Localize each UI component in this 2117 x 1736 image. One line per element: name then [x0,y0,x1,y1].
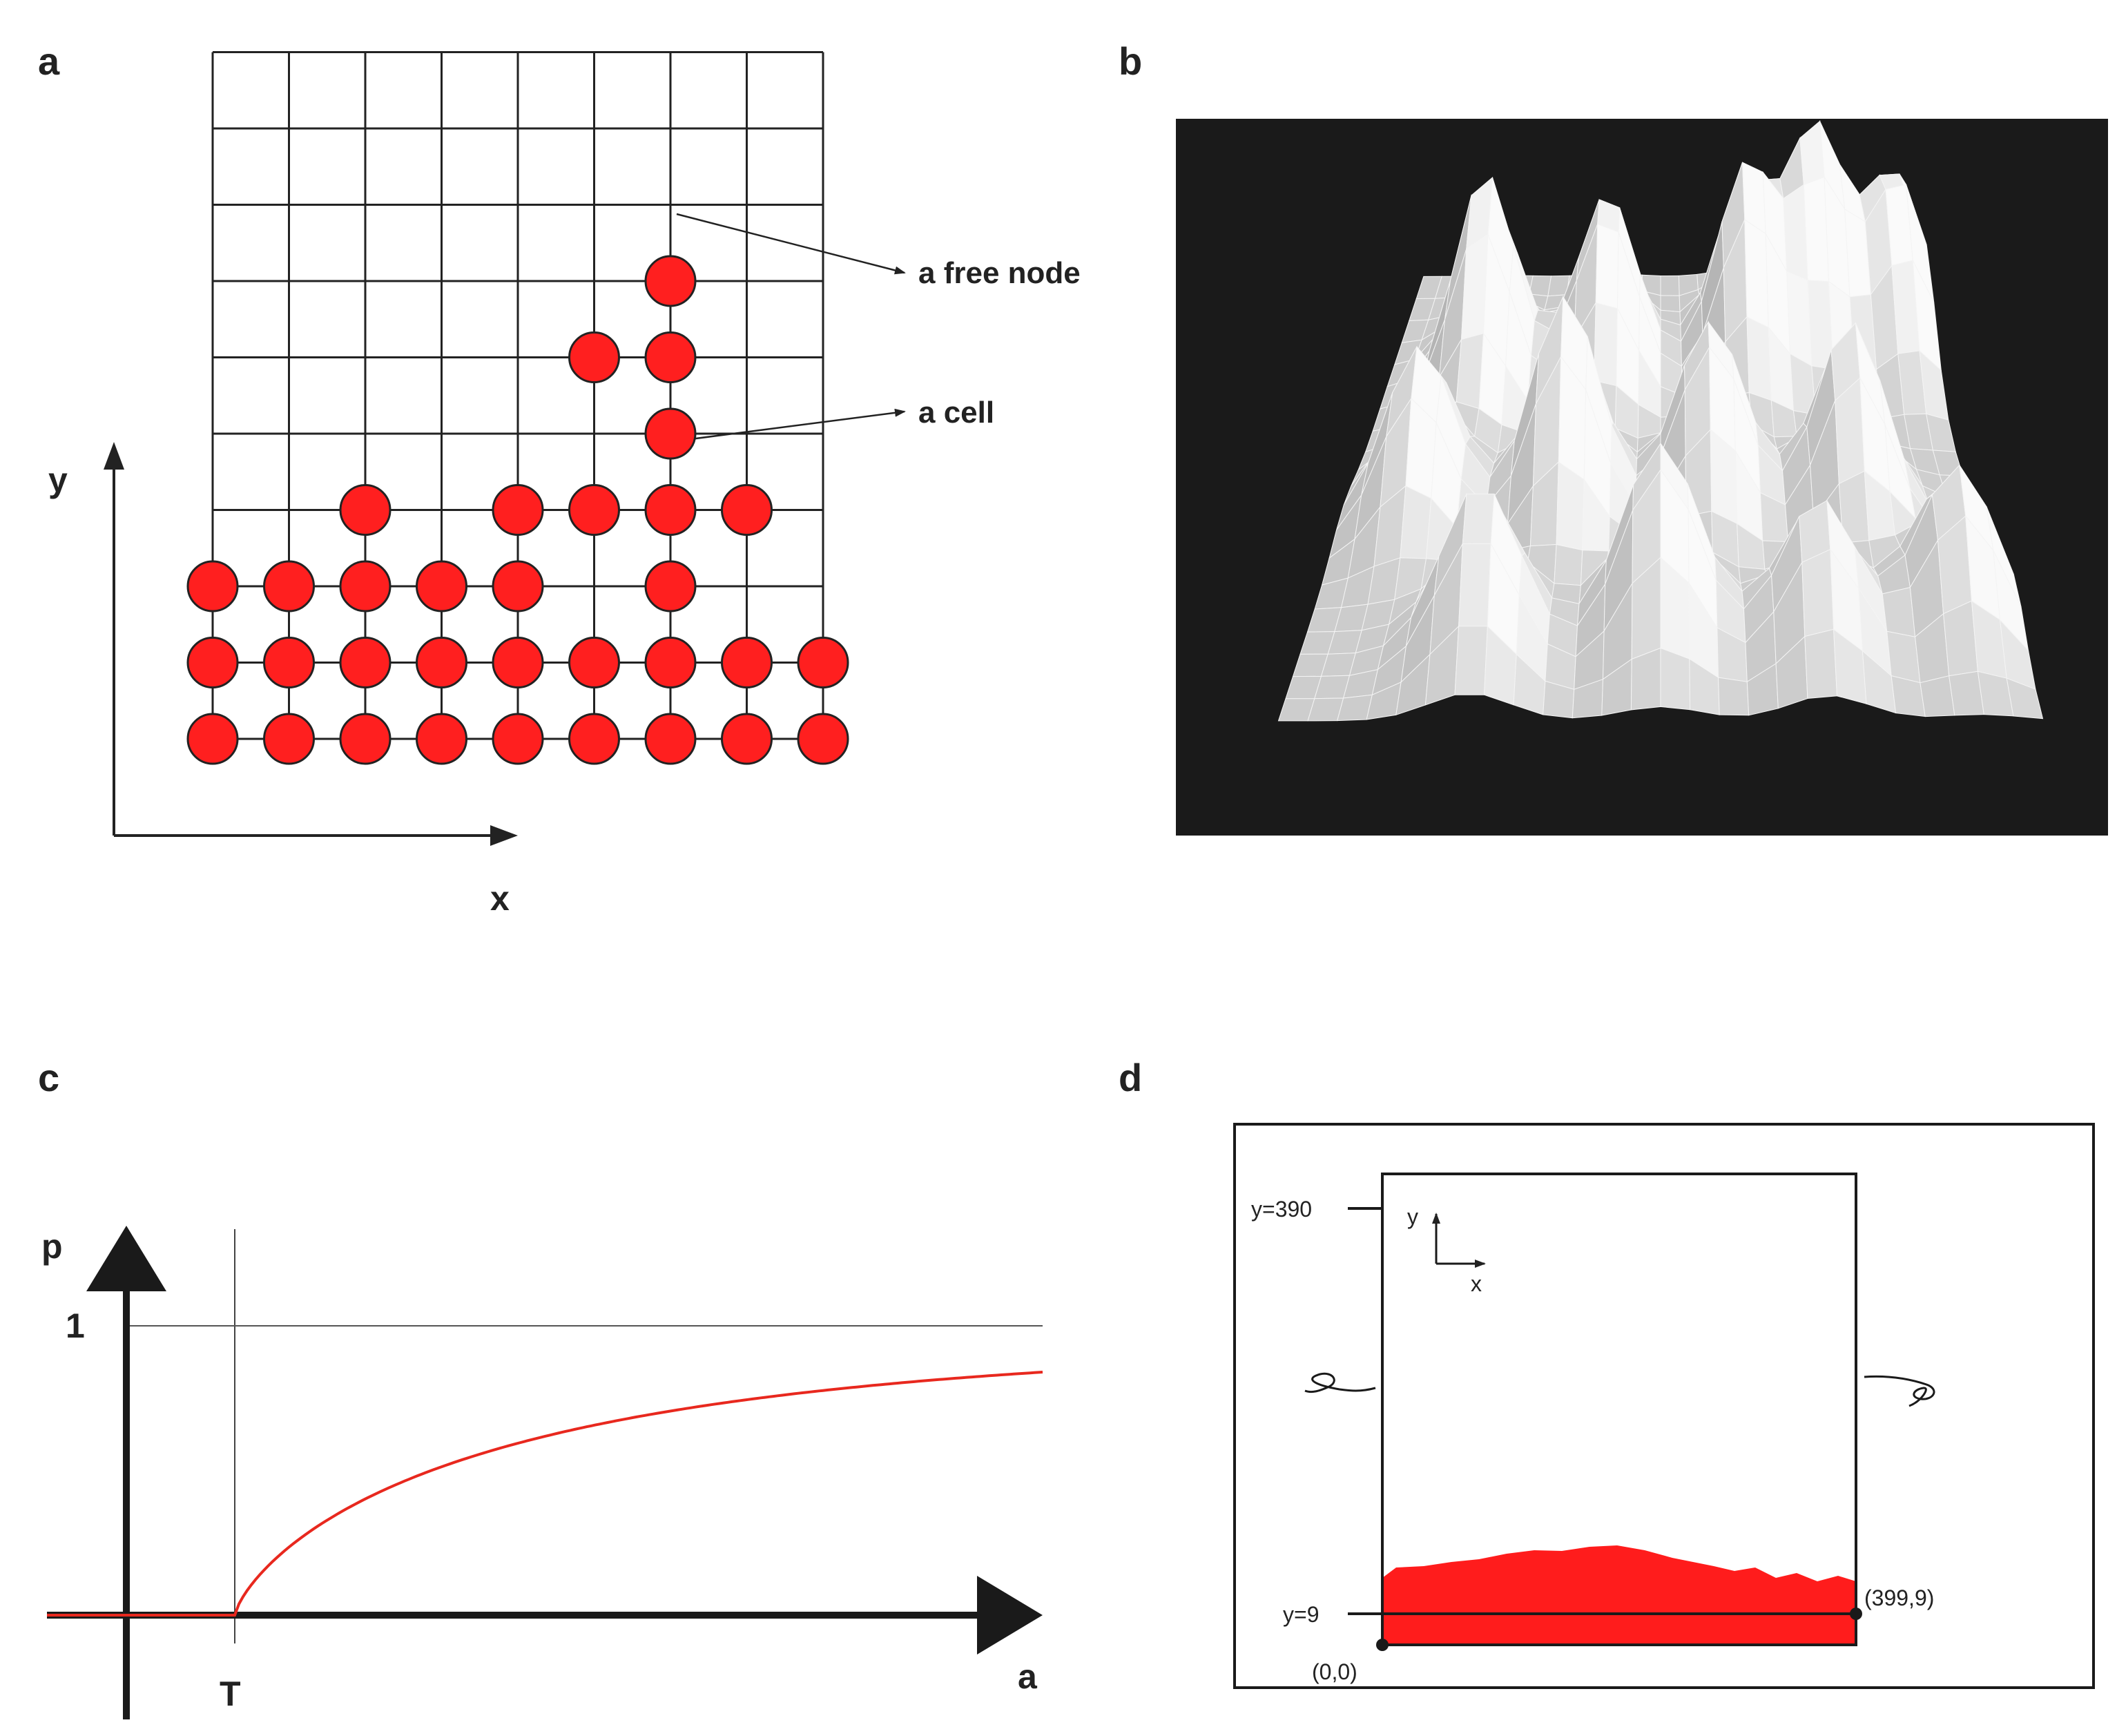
cell-leader [690,408,906,441]
panel-a-grid [211,51,824,740]
surface-facet [1660,647,1691,711]
surface-facet [1920,675,1955,717]
surface-facet [1744,219,1769,329]
panel-c-letter: c [38,1056,59,1099]
cell-node [416,713,467,765]
p-one-label: 1 [66,1306,85,1345]
probability-curve [47,1371,1043,1617]
cell-node [644,331,697,383]
cell-node [721,637,773,688]
cell-node [568,331,620,383]
corner-label: (399,9) [1864,1585,1934,1610]
free-node-label: a free node [918,256,1081,290]
surface-facet [1630,647,1661,711]
surface-plot [1277,119,2044,722]
panel-a-cells [186,255,849,765]
cell-label: a cell [918,396,994,430]
cell-layer [1382,1545,1856,1645]
cell-node [644,255,697,307]
panel-b-letter: b [1119,39,1142,83]
cell-node [339,484,392,536]
free-node-leader [676,213,906,275]
cell-node [263,560,315,613]
surface-facet [1400,485,1432,559]
cell-node [263,713,315,765]
panel-a-y-label: y [48,461,68,499]
cell-node [263,637,315,688]
panel-a-letter: a [38,39,60,83]
origin-point [1376,1639,1389,1651]
cell-node [416,637,467,688]
panel-b: b [1119,39,2108,836]
cell-node [339,713,392,765]
panel-a-y-axis-arrow [104,442,124,470]
surface-facet [1595,223,1619,309]
mini-y-label: y [1407,1204,1418,1229]
panel-c-x-label: a [1018,1657,1038,1696]
panel-c-y-axis-arrow [86,1226,166,1291]
periodic-right-icon [1864,1375,1935,1407]
cell-node [186,637,239,688]
panel-a: a y x a free node a cell [38,39,1081,918]
panel-d-letter: d [1119,1056,1142,1099]
outer-frame [1233,1123,2095,1689]
cell-node [492,560,544,613]
cell-node [644,484,697,536]
surface-facet [1462,493,1495,545]
surface-facet [1804,628,1838,700]
domain-box [1381,1173,1857,1646]
cell-node [492,484,544,536]
cell-node [644,407,697,460]
cell-node [186,560,239,613]
cell-node [492,713,544,765]
periodic-left-icon [1304,1372,1376,1393]
surface-facet [1660,295,1681,313]
surface-facet [2006,677,2044,720]
panel-d: d y=390 y=9 (0,0) (399,9) y x [1119,1056,2095,1689]
cell-node [644,713,697,765]
panel-c-y-label: p [41,1227,63,1266]
origin-label: (0,0) [1312,1659,1357,1684]
cell-node [797,713,849,765]
panel-c-x-axis-arrow [977,1576,1043,1655]
surface-facet [1660,275,1680,296]
cell-node [797,637,849,688]
panel-a-x-label: x [490,879,510,918]
cell-node [186,713,239,765]
panel-c: c p 1 T a [38,1056,1043,1719]
cell-node [568,637,620,688]
corner-point [1850,1608,1862,1620]
cell-node [339,637,392,688]
cell-node [644,637,697,688]
top-boundary-label: y=390 [1251,1197,1312,1222]
threshold-label: T [220,1675,241,1713]
mini-x-label: x [1471,1271,1482,1296]
surface-facet [1717,677,1750,716]
cell-node [492,637,544,688]
surface-facet [1554,543,1583,586]
bottom-boundary-label: y=9 [1283,1602,1319,1627]
panel-a-x-axis-arrow [490,825,518,846]
surface-facet [1746,316,1772,401]
surface-facet [1882,586,1916,637]
cell-node [721,484,773,536]
cell-node [644,560,697,613]
surface-facet [1528,275,1552,297]
surface-facet [1458,543,1491,627]
cell-node [416,560,467,613]
cell-node [568,713,620,765]
cell-node [568,484,620,536]
cell-node [721,713,773,765]
cell-node [339,560,392,613]
surface-facet [1801,548,1835,637]
surface-facet [1454,626,1488,695]
